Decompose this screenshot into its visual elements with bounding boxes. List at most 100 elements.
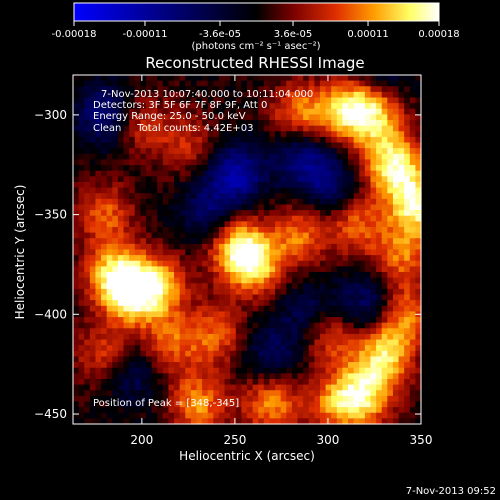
heatmap-cell: [398, 300, 405, 307]
heatmap-cell: [224, 395, 231, 403]
heatmap-cell: [286, 131, 293, 138]
heatmap-cell: [224, 283, 231, 290]
heatmap-cell: [336, 390, 344, 397]
heatmap-cell: [190, 114, 198, 121]
heatmap-cell: [157, 221, 164, 228]
heatmap-cell: [123, 75, 130, 82]
heatmap-cell: [151, 356, 158, 363]
heatmap-cell: [140, 288, 147, 296]
heatmap-cell: [106, 362, 113, 369]
heatmap-cell: [359, 407, 366, 414]
heatmap-cell: [84, 97, 91, 104]
heatmap-cell: [78, 255, 85, 262]
heatmap-cell: [409, 283, 416, 290]
heatmap-cell: [174, 305, 181, 313]
heatmap-cell: [314, 300, 321, 307]
heatmap-cell: [106, 384, 113, 391]
heatmap-cell: [218, 120, 226, 127]
heatmap-cell: [381, 350, 388, 358]
heatmap-cell: [202, 187, 209, 194]
heatmap-cell: [129, 232, 136, 239]
heatmap-cell: [314, 187, 321, 194]
heatmap-cell: [196, 300, 203, 307]
heatmap-cell: [297, 210, 304, 217]
heatmap-cell: [95, 288, 102, 296]
heatmap-cell: [376, 362, 383, 369]
heatmap-cell: [218, 300, 226, 307]
heatmap-cell: [314, 159, 321, 166]
heatmap-cell: [151, 204, 158, 211]
heatmap-cell: [218, 272, 226, 279]
heatmap-cell: [370, 226, 377, 234]
heatmap-cell: [291, 131, 299, 138]
heatmap-cell: [319, 91, 327, 99]
heatmap-cell: [123, 176, 130, 183]
heatmap-cell: [353, 193, 360, 200]
heatmap-cell: [409, 131, 416, 138]
heatmap-cell: [101, 75, 108, 82]
heatmap-cell: [89, 91, 97, 99]
heatmap-cell: [145, 255, 153, 262]
heatmap-cell: [331, 266, 338, 273]
heatmap-cell: [73, 367, 80, 374]
heatmap-cell: [101, 249, 108, 256]
heatmap-cell: [348, 260, 355, 267]
heatmap-cell: [258, 80, 265, 87]
heatmap-cell: [252, 125, 259, 132]
heatmap-cell: [269, 288, 276, 296]
heatmap-cell: [179, 226, 186, 234]
heatmap-cell: [263, 384, 271, 391]
heatmap-cell: [117, 266, 125, 273]
heatmap-cell: [404, 401, 411, 408]
heatmap-cell: [387, 97, 394, 104]
heatmap-cell: [140, 221, 147, 228]
heatmap-cell: [196, 142, 203, 149]
heatmap-cell: [123, 97, 130, 104]
heatmap-cell: [134, 356, 141, 363]
heatmap-cell: [252, 148, 259, 155]
heatmap-cell: [145, 322, 153, 329]
heatmap-cell: [297, 198, 304, 206]
heatmap-cell: [263, 226, 271, 234]
heatmap-cell: [325, 153, 332, 161]
heatmap-cell: [218, 401, 226, 408]
heatmap-cell: [140, 384, 147, 391]
heatmap-cell: [202, 350, 209, 358]
heatmap-cell: [252, 255, 259, 262]
heatmap-cell: [123, 136, 130, 144]
heatmap-cell: [404, 317, 411, 324]
heatmap-cell: [398, 317, 405, 324]
colorbar-tick-label: 0.00018: [418, 29, 459, 40]
heatmap-cell: [291, 322, 299, 329]
heatmap-cell: [202, 108, 209, 115]
heatmap-cell: [78, 333, 85, 341]
heatmap-cell: [398, 412, 405, 419]
heatmap-cell: [303, 136, 310, 144]
heatmap-cell: [84, 401, 91, 408]
heatmap-cell: [157, 75, 164, 82]
heatmap-cell: [157, 142, 164, 149]
heatmap-cell: [185, 401, 192, 408]
heatmap-cell: [207, 103, 214, 110]
heatmap-cell: [381, 170, 388, 177]
heatmap-cell: [370, 390, 377, 397]
heatmap-cell: [342, 362, 349, 369]
heatmap-cell: [134, 210, 141, 217]
heatmap-cell: [134, 243, 141, 251]
heatmap-cell: [353, 198, 360, 206]
heatmap-cell: [145, 198, 153, 206]
heatmap-cell: [123, 243, 130, 251]
heatmap-cell: [348, 345, 355, 352]
heatmap-cell: [73, 249, 80, 256]
heatmap-cell: [258, 356, 265, 363]
heatmap-cell: [263, 378, 271, 386]
heatmap-cell: [78, 367, 85, 374]
heatmap-cell: [275, 86, 282, 93]
heatmap-cell: [218, 277, 226, 284]
heatmap-cell: [73, 300, 80, 307]
heatmap-cell: [101, 193, 108, 200]
heatmap-cell: [202, 243, 209, 251]
heatmap-cell: [319, 80, 327, 87]
heatmap-cell: [207, 165, 214, 172]
heatmap-cell: [297, 80, 304, 87]
